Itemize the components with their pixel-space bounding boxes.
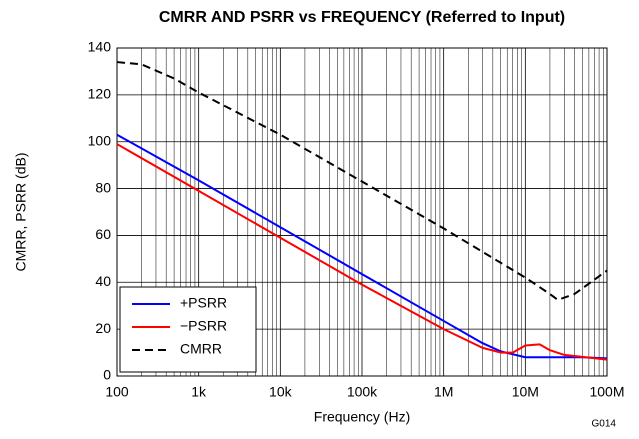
series-line [116, 143, 608, 361]
x-tick-label: 100k [347, 384, 378, 400]
y-axis-label: CMRR, PSRR (dB) [13, 152, 29, 271]
x-tick-label: 10M [512, 384, 539, 400]
figure-id: G014 [592, 419, 617, 430]
series-line [116, 133, 608, 360]
x-axis-label: Frequency (Hz) [314, 409, 410, 425]
x-tick-label: 100 [105, 384, 129, 400]
x-tick-label: 100M [589, 384, 624, 400]
series-line [116, 61, 608, 301]
chart-title: CMRR AND PSRR vs FREQUENCY (Referred to … [159, 9, 565, 26]
y-tick-label: 120 [88, 86, 112, 102]
x-tick-label: 1M [434, 384, 453, 400]
plot-frame [116, 47, 608, 377]
x-tick-label: 1k [191, 384, 207, 400]
y-tick-label: 0 [103, 367, 111, 383]
legend-label: CMRR [180, 341, 222, 357]
y-tick-label: 40 [95, 273, 111, 289]
legend-label: −PSRR [180, 318, 227, 334]
y-tick-label: 60 [95, 226, 111, 242]
y-tick-label: 140 [88, 39, 112, 55]
y-tick-label: 100 [88, 132, 112, 148]
legend-label: +PSRR [180, 295, 227, 311]
y-tick-label: 20 [95, 320, 111, 336]
x-tick-label: 10k [269, 384, 293, 400]
legend-box [119, 286, 257, 373]
y-tick-label: 80 [95, 179, 111, 195]
